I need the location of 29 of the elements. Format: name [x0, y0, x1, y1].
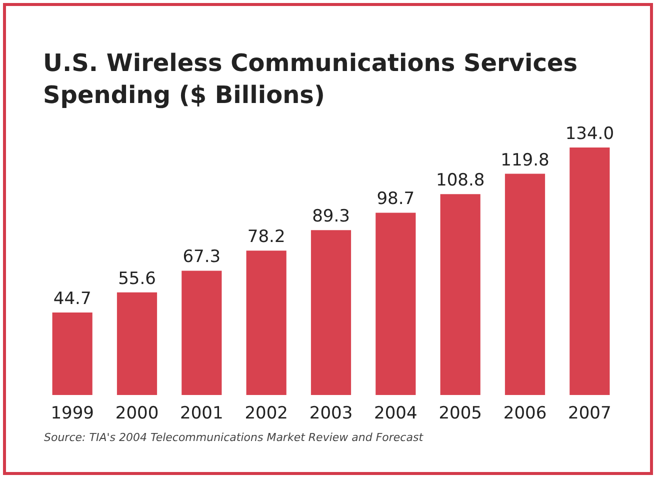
x-tick-label: 2003	[309, 404, 353, 424]
bar	[116, 292, 158, 395]
bar	[504, 174, 546, 395]
data-label: 119.8	[500, 150, 550, 170]
x-tick-label: 2007	[568, 404, 612, 424]
data-label: 89.3	[312, 206, 350, 227]
bar	[182, 270, 222, 395]
bar	[246, 250, 286, 395]
bar	[52, 312, 92, 395]
data-label: 98.7	[376, 189, 415, 210]
chart-title: U.S. Wireless Communications Services Spending ($ Billions)	[43, 49, 586, 109]
x-tick-label: 2005	[438, 404, 482, 424]
data-label: 55.6	[118, 268, 156, 289]
x-tick-label: 1999	[50, 404, 94, 424]
x-tick-label: 2001	[180, 404, 224, 424]
bar	[570, 148, 610, 395]
x-tick-label: 2006	[503, 404, 547, 424]
source-note: Source: TIA's 2004 Telecommunications Market Review and Forecast	[44, 431, 424, 444]
x-tick-label: 2000	[115, 404, 159, 424]
bar	[440, 194, 480, 395]
data-label: 108.8	[436, 170, 485, 191]
x-tick-label: 2002	[244, 404, 288, 424]
data-label: 67.3	[182, 247, 221, 268]
data-label: 78.2	[247, 227, 286, 248]
x-tick-label: 2004	[374, 404, 418, 424]
bar	[310, 230, 352, 395]
data-label: 134.0	[565, 124, 614, 144]
bar	[376, 212, 416, 395]
data-label: 44.7	[53, 288, 92, 309]
